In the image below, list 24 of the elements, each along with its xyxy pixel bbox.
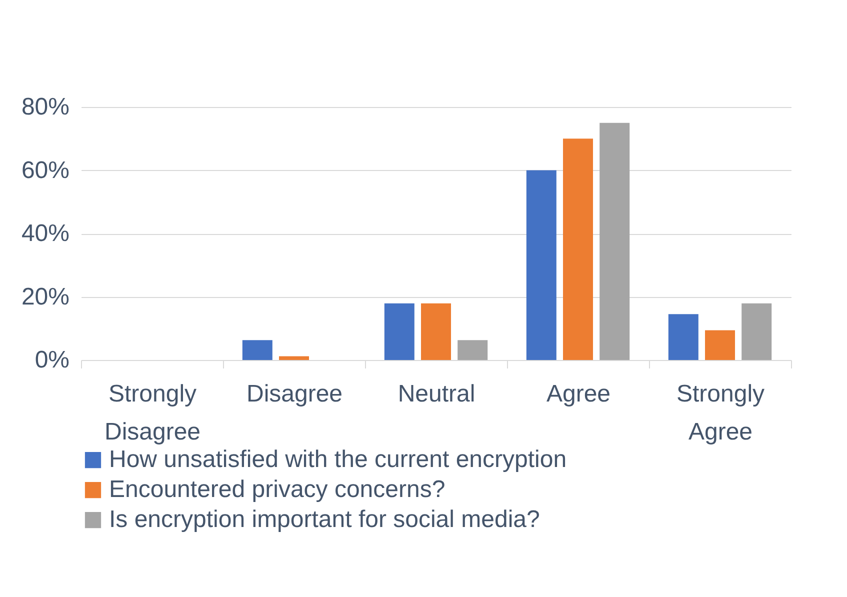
bar xyxy=(705,330,735,360)
bar xyxy=(242,340,272,360)
bar xyxy=(742,303,772,360)
y-tick-label: 20% xyxy=(21,283,70,310)
bar xyxy=(421,303,451,360)
bar xyxy=(563,138,593,360)
bar xyxy=(600,122,630,360)
legend-label: Encountered privacy concerns? xyxy=(109,476,446,503)
bar xyxy=(668,314,698,360)
x-tick-label: Strongly Disagree xyxy=(104,380,201,446)
bar xyxy=(458,340,488,360)
x-tick-label: Strongly Agree xyxy=(676,380,765,446)
bar xyxy=(384,303,414,360)
bar xyxy=(526,170,556,360)
legend-label: Is encryption important for social media? xyxy=(109,506,540,533)
y-tick-label: 80% xyxy=(21,94,70,120)
bar xyxy=(279,356,309,360)
x-tick-label: Disagree xyxy=(246,380,343,408)
y-tick-label: 0% xyxy=(34,346,70,374)
y-tick-label: 40% xyxy=(21,220,70,247)
x-tick-label: Agree xyxy=(546,380,611,408)
y-tick-label: 60% xyxy=(21,156,70,184)
x-tick-label: Neutral xyxy=(398,380,476,408)
legend-label: How unsatisfied with the current encryption xyxy=(109,446,567,473)
